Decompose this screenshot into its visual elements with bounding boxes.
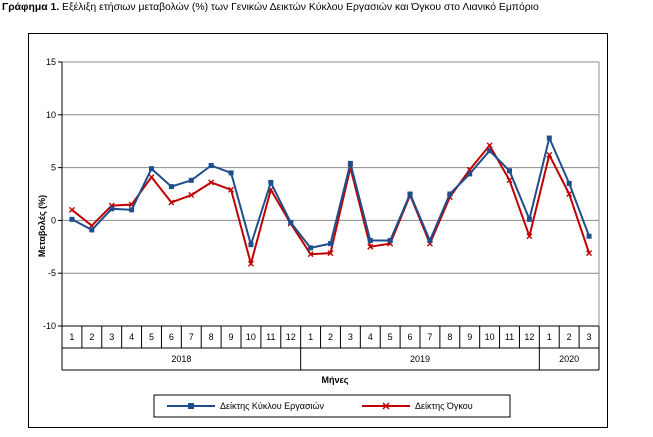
- x-tick-label: 10: [485, 332, 495, 342]
- data-point-turnover: [248, 242, 254, 248]
- y-tick-label: 10: [46, 110, 56, 120]
- data-point-turnover: [546, 135, 552, 141]
- data-point-volume: [148, 174, 155, 181]
- year-label: 2020: [559, 354, 579, 364]
- x-tick-label: 7: [427, 332, 432, 342]
- data-point-turnover: [586, 233, 592, 239]
- y-axis-title: Μεταβολές (%): [37, 195, 47, 257]
- x-tick-label: 3: [587, 332, 592, 342]
- data-point-volume: [168, 199, 175, 206]
- data-point-turnover: [507, 168, 512, 174]
- data-point-volume: [188, 192, 195, 199]
- series-layer: [68, 135, 593, 267]
- data-point-turnover: [228, 170, 234, 176]
- data-point-volume: [526, 233, 533, 240]
- year-label: 2018: [171, 354, 191, 364]
- x-tick-label: 1: [69, 332, 74, 342]
- figure-title-prefix: Γράφημα 1.: [2, 2, 60, 13]
- x-tick-label: 3: [348, 332, 353, 342]
- data-point-volume: [68, 206, 75, 213]
- x-tick-label: 6: [408, 332, 413, 342]
- data-point-turnover: [308, 245, 314, 251]
- data-point-turnover: [129, 207, 135, 213]
- x-tick-label: 12: [524, 332, 534, 342]
- figure-title-text: Εξέλιξη ετήσιων μεταβολών (%) των Γενικώ…: [62, 2, 539, 13]
- legend-marker-volume: [382, 402, 390, 410]
- data-point-turnover: [427, 237, 433, 243]
- y-tick-label: 15: [46, 57, 56, 67]
- data-point-turnover: [367, 237, 373, 243]
- y-tick-label: 0: [51, 215, 56, 225]
- x-tick-label: 1: [547, 332, 552, 342]
- x-tick-label: 8: [447, 332, 452, 342]
- data-point-volume: [208, 179, 215, 186]
- data-point-turnover: [407, 191, 413, 197]
- x-tick-label: 9: [467, 332, 472, 342]
- data-point-turnover: [208, 162, 214, 168]
- data-point-volume: [327, 250, 334, 257]
- data-point-volume: [228, 186, 235, 193]
- data-point-volume: [506, 177, 513, 184]
- y-tick-label: 5: [51, 163, 56, 173]
- x-tick-label: 2: [328, 332, 333, 342]
- y-tick-label: -5: [48, 268, 56, 278]
- x-tick-label: 4: [368, 332, 373, 342]
- data-point-volume: [247, 260, 254, 267]
- data-point-volume: [546, 151, 553, 158]
- x-tick-label: 11: [266, 332, 275, 342]
- x-tick-label: 7: [189, 332, 194, 342]
- figure-title: Γράφημα 1. Εξέλιξη ετήσιων μεταβολών (%)…: [2, 2, 653, 13]
- data-point-turnover: [69, 216, 75, 222]
- data-point-turnover: [387, 237, 393, 243]
- legend: Δείκτης Κύκλου Εργασιών Δείκτης Όγκου: [153, 394, 511, 418]
- x-tick-label: 11: [505, 332, 514, 342]
- x-tick-label: 5: [149, 332, 154, 342]
- x-tick-label: 12: [286, 332, 296, 342]
- data-point-turnover: [288, 220, 294, 226]
- data-point-turnover: [89, 227, 95, 233]
- data-point-turnover: [268, 179, 274, 185]
- x-tick-label: 2: [89, 332, 94, 342]
- data-point-volume: [586, 250, 593, 257]
- data-point-turnover: [328, 241, 333, 247]
- chart-frame: -10 -5 0 5 10 15 1 2 3 4 5 6 7 8 9 10 11 12 1 2 3 4 5 6 7 8 9 10 11 1…: [28, 33, 608, 428]
- x-tick-label: 10: [246, 332, 256, 342]
- year-label: 2019: [410, 354, 430, 364]
- x-tick-label: 3: [109, 332, 114, 342]
- series-line-turnover: [71, 137, 591, 249]
- legend-label-volume: Δείκτης Όγκου: [415, 401, 473, 411]
- x-tick-label: 9: [229, 332, 234, 342]
- data-point-turnover: [467, 171, 473, 177]
- data-point-turnover: [347, 160, 353, 166]
- x-tick-label: 5: [388, 332, 393, 342]
- legend-label-turnover: Δείκτης Κύκλου Εργασιών: [220, 401, 325, 411]
- x-tick-label: 8: [209, 332, 214, 342]
- data-point-turnover: [447, 191, 453, 197]
- data-point-turnover: [109, 206, 115, 212]
- x-tick-label: 6: [169, 332, 174, 342]
- x-tick-label: 1: [308, 332, 313, 342]
- data-point-turnover: [566, 180, 572, 186]
- x-tick-label: 4: [129, 332, 134, 342]
- data-point-turnover: [487, 148, 493, 154]
- data-point-turnover: [188, 177, 194, 183]
- x-tick-label: 2: [567, 332, 572, 342]
- data-point-volume: [486, 142, 493, 149]
- data-point-volume: [566, 191, 573, 197]
- x-axis-title: Μήνες: [322, 375, 349, 385]
- y-tick-label: -10: [43, 321, 56, 331]
- data-point-turnover: [526, 216, 532, 222]
- data-point-volume: [307, 251, 314, 258]
- data-point-turnover: [149, 166, 154, 172]
- data-point-volume: [367, 243, 374, 250]
- legend-box: [153, 394, 511, 418]
- data-point-turnover: [168, 184, 174, 190]
- legend-marker-turnover: [188, 403, 194, 409]
